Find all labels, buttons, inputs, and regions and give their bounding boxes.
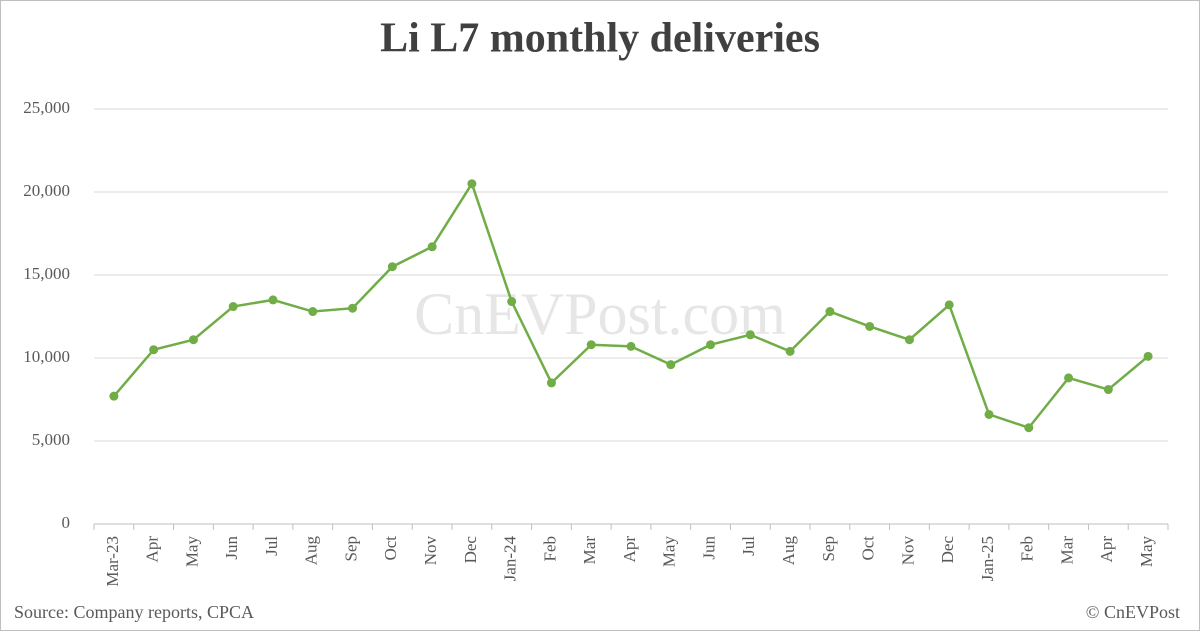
x-tick-label: Oct bbox=[859, 536, 878, 561]
y-tick-label: 5,000 bbox=[32, 430, 70, 449]
x-tick-label: May bbox=[1137, 536, 1156, 568]
data-point bbox=[706, 340, 716, 350]
x-tick-label: Apr bbox=[143, 536, 162, 563]
data-point bbox=[1103, 385, 1113, 395]
data-point bbox=[1024, 423, 1034, 433]
x-tick-label: Aug bbox=[779, 536, 798, 566]
x-tick-label: Jan-25 bbox=[978, 536, 997, 581]
data-point bbox=[944, 300, 954, 310]
y-tick-label: 15,000 bbox=[23, 264, 70, 283]
x-tick-label: Nov bbox=[421, 536, 440, 566]
data-point bbox=[1064, 373, 1074, 383]
x-tick-label: Jun bbox=[699, 536, 718, 560]
x-tick-label: May bbox=[660, 536, 679, 568]
x-tick-label: Dec bbox=[938, 536, 957, 564]
data-point bbox=[507, 297, 517, 307]
x-tick-label: Jul bbox=[739, 536, 758, 556]
data-point bbox=[348, 303, 358, 313]
data-point bbox=[427, 242, 437, 252]
copyright: © CnEVPost bbox=[1086, 602, 1180, 622]
x-tick-label: Mar bbox=[1057, 536, 1076, 565]
data-point bbox=[387, 262, 397, 272]
x-tick-label: Jul bbox=[262, 536, 281, 556]
data-point bbox=[785, 346, 795, 356]
data-point bbox=[745, 330, 755, 340]
data-point bbox=[666, 360, 676, 370]
y-tick-label: 10,000 bbox=[23, 347, 70, 366]
x-tick-label: Apr bbox=[1097, 536, 1116, 563]
data-point bbox=[188, 335, 198, 345]
x-tick-label: Jan-24 bbox=[501, 536, 520, 582]
data-point bbox=[1143, 351, 1153, 361]
x-tick-label: Mar-23 bbox=[103, 536, 122, 587]
x-tick-label: Feb bbox=[1018, 536, 1037, 562]
data-point bbox=[546, 378, 556, 388]
data-point bbox=[149, 345, 159, 355]
x-tick-label: Feb bbox=[540, 536, 559, 562]
x-tick-label: Jun bbox=[222, 536, 241, 560]
y-tick-label: 0 bbox=[62, 513, 71, 532]
data-point bbox=[904, 335, 914, 345]
x-tick-label: Apr bbox=[620, 536, 639, 563]
x-tick-label: Aug bbox=[302, 536, 321, 566]
data-point bbox=[109, 391, 119, 401]
data-point bbox=[626, 341, 636, 351]
source-note: Source: Company reports, CPCA bbox=[14, 602, 254, 622]
x-tick-label: Sep bbox=[341, 536, 360, 562]
watermark: CnEVPost.com bbox=[414, 281, 786, 347]
x-tick-label: Dec bbox=[461, 536, 480, 564]
data-point bbox=[467, 179, 477, 189]
x-tick-label: May bbox=[182, 536, 201, 568]
x-tick-label: Oct bbox=[381, 536, 400, 561]
y-tick-label: 20,000 bbox=[23, 181, 70, 200]
x-tick-label: Mar bbox=[580, 536, 599, 565]
x-tick-label: Sep bbox=[819, 536, 838, 562]
data-point bbox=[865, 321, 875, 331]
data-point bbox=[228, 302, 238, 312]
data-point bbox=[268, 295, 278, 305]
y-tick-label: 25,000 bbox=[23, 98, 70, 117]
data-point bbox=[308, 307, 318, 317]
x-tick-label: Nov bbox=[898, 536, 917, 566]
data-point bbox=[984, 409, 994, 419]
data-point bbox=[586, 340, 596, 350]
chart-title: Li L7 monthly deliveries bbox=[380, 16, 820, 62]
data-point bbox=[825, 307, 835, 317]
